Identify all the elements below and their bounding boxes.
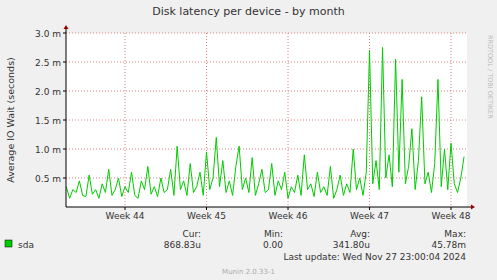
grid-line — [66, 62, 467, 63]
chart: Disk latency per device - by month Averag… — [0, 0, 497, 280]
x-tick-label: Week 48 — [432, 211, 471, 221]
grid-line — [206, 33, 207, 207]
grid-line — [66, 91, 467, 92]
series-group — [66, 48, 464, 199]
stat-label: Max: — [444, 229, 466, 239]
grid-line — [66, 33, 467, 34]
stat-label: Cur: — [182, 229, 201, 239]
stat-label: Min: — [264, 229, 283, 239]
grid-line — [66, 120, 467, 121]
last-update: Last update: Wed Nov 27 23:00:04 2024 — [283, 252, 466, 262]
y-tick-label: 1.0 m — [35, 145, 61, 155]
y-axis — [66, 29, 67, 207]
x-tick-label: Week 46 — [269, 211, 308, 221]
title: Disk latency per device - by month — [152, 5, 345, 18]
y-tick-label: 3.0 m — [35, 29, 61, 39]
watermark: RRDTOOL / TOBI OETIKER — [486, 35, 494, 119]
x-tick-label: Week 47 — [350, 211, 389, 221]
y-tick-label: 0.5 m — [35, 174, 61, 184]
grid-line — [288, 33, 289, 207]
y-arrow — [64, 25, 69, 29]
y-label: Average IO Wait (seconds) — [5, 57, 16, 183]
grid-line — [451, 33, 452, 207]
y-tick-label: 2.0 m — [35, 87, 61, 97]
x-arrow — [471, 205, 475, 210]
stat-value: 0.00 — [263, 240, 283, 250]
y-tick-label: 2.5 m — [35, 58, 61, 68]
stat-value: 868.83u — [164, 240, 201, 250]
plot-area — [66, 33, 467, 207]
footer: Munin 2.0.33-1 — [222, 268, 275, 276]
stat-value: 341.80u — [333, 240, 370, 250]
grid-line — [125, 33, 126, 207]
legend-swatch — [5, 240, 12, 247]
x-axis — [66, 207, 471, 208]
x-tick-label: Week 44 — [106, 211, 145, 221]
series-line — [66, 48, 464, 199]
stat-value: 45.78m — [431, 240, 466, 250]
legend-label: sda — [18, 240, 34, 250]
stat-label: Avg: — [350, 229, 370, 239]
y-tick-label: 1.5 m — [35, 116, 61, 126]
grid-line — [66, 149, 467, 150]
background — [0, 0, 497, 280]
x-tick-label: Week 45 — [187, 211, 226, 221]
